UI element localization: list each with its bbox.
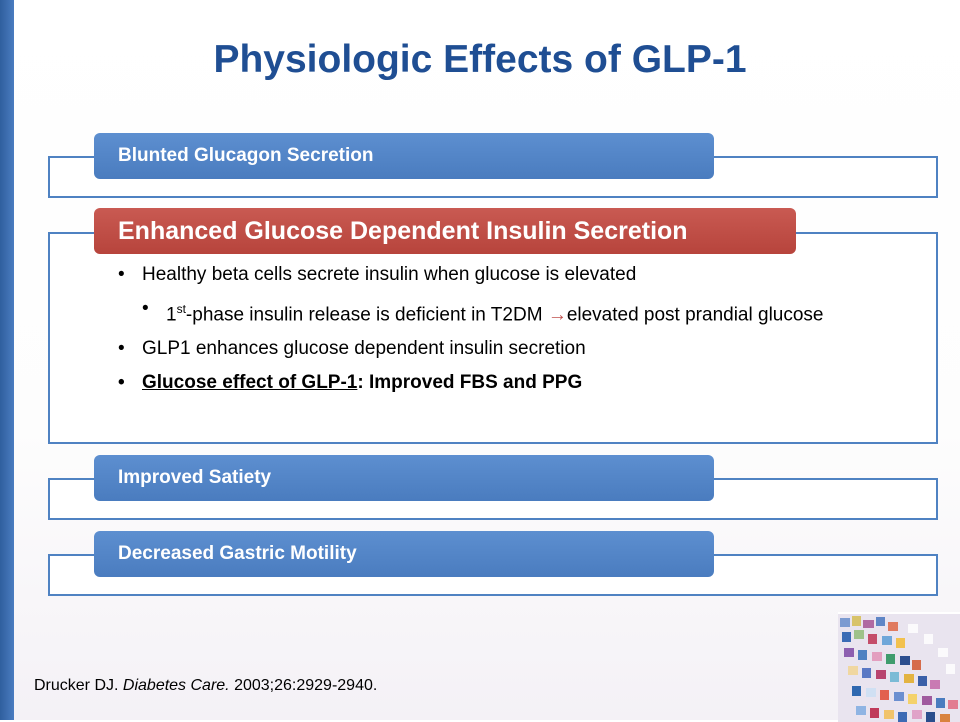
frame-line xyxy=(48,156,98,158)
bullet-text: elevated post prandial glucose xyxy=(566,304,824,326)
citation-author: Drucker DJ. xyxy=(34,677,123,694)
left-accent-bar xyxy=(0,0,14,720)
decorative-mosaic-image xyxy=(838,612,960,722)
bullet-text: Healthy beta cells secrete insulin when … xyxy=(142,264,637,285)
bullet-text: GLP1 enhances glucose dependent insulin … xyxy=(142,338,586,360)
citation: Drucker DJ. Diabetes Care. 2003;26:2929-… xyxy=(34,677,377,695)
bullet-item: Healthy beta cells secrete insulin when … xyxy=(118,263,918,287)
citation-journal: Diabetes Care. xyxy=(122,677,230,694)
bullet-emphasis: Glucose effect of GLP-1 xyxy=(142,372,358,394)
frame-line xyxy=(48,232,98,234)
bullet-item: Glucose effect of GLP-1: Improved FBS an… xyxy=(118,371,918,395)
mosaic-tiles xyxy=(840,616,958,722)
bullet-text: -phase insulin release is deficient in T… xyxy=(185,304,548,326)
bullet-text: 1 xyxy=(166,304,177,326)
frame-line xyxy=(712,554,938,556)
section-heading-insulin: Enhanced Glucose Dependent Insulin Secre… xyxy=(94,208,796,254)
superscript: st xyxy=(176,302,186,316)
bullet-item: GLP1 enhances glucose dependent insulin … xyxy=(118,337,918,361)
bullet-text: : Improved FBS and PPG xyxy=(357,372,583,394)
frame-line xyxy=(48,478,98,480)
frame-line xyxy=(792,232,938,234)
arrow-right-icon: → xyxy=(547,304,567,326)
sub-bullet-item: 1st-phase insulin release is deficient i… xyxy=(142,297,918,327)
citation-details: 2003;26:2929-2940. xyxy=(229,677,378,694)
section-heading-glucagon: Blunted Glucagon Secretion xyxy=(94,133,714,179)
section-heading-motility: Decreased Gastric Motility xyxy=(94,531,714,577)
section-heading-satiety: Improved Satiety xyxy=(94,455,714,501)
insulin-bullet-list: Healthy beta cells secrete insulin when … xyxy=(118,263,918,405)
slide-title: Physiologic Effects of GLP-1 xyxy=(213,38,747,81)
frame-line xyxy=(48,554,98,556)
frame-line xyxy=(712,478,938,480)
frame-line xyxy=(712,156,938,158)
